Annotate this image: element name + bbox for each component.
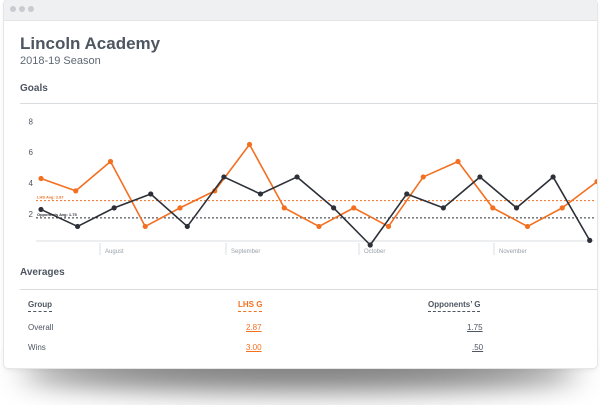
lhs-series-line <box>40 143 597 228</box>
column-header-group[interactable]: Group <box>28 300 52 312</box>
y-tick-label: 8 <box>29 117 34 126</box>
goals-section-title: Goals <box>20 83 48 94</box>
x-tick-label: September <box>231 249 260 255</box>
lhs-data-point <box>73 188 79 194</box>
average-label: LHS Avg: 2.87 <box>37 195 64 200</box>
opponents-series-line <box>40 176 591 246</box>
opponents-data-point <box>221 174 227 180</box>
opponents-data-point <box>440 205 446 211</box>
opponents-data-point <box>513 205 520 211</box>
lhs-data-point <box>420 174 426 180</box>
window-dot-maximize[interactable] <box>28 6 34 12</box>
column-header-opponents-goals[interactable]: Opponents’ G <box>428 300 481 312</box>
lhs-data-point <box>559 205 565 211</box>
lhs-data-point <box>316 223 322 230</box>
lhs-data-point <box>490 205 496 211</box>
wins-lhs-goals-link[interactable]: 3.00 <box>246 343 262 352</box>
row-label-wins: Wins <box>28 343 46 352</box>
row-label-overall: Overall <box>28 323 54 332</box>
lhs-data-point <box>142 223 148 230</box>
window-dot-minimize[interactable] <box>19 6 25 12</box>
opponents-data-point <box>111 205 117 211</box>
lhs-data-point <box>385 223 392 230</box>
window-dot-close[interactable] <box>10 6 16 12</box>
page-title: Lincoln Academy <box>20 34 161 53</box>
opponents-data-point <box>550 174 556 180</box>
title-bar <box>4 0 597 21</box>
opponents-data-point <box>367 242 373 248</box>
y-tick-label: 6 <box>29 148 34 157</box>
goals-divider <box>20 103 597 104</box>
opponents-data-point <box>148 191 154 197</box>
opponents-data-point <box>587 237 593 243</box>
x-tick-label: November <box>499 249 527 255</box>
opponents-data-point <box>184 223 190 230</box>
y-tick-label: 2 <box>29 210 34 219</box>
app-window: Lincoln Academy 2018-19 Season Goals 2 4 6… <box>4 0 597 368</box>
lhs-data-point <box>177 205 183 211</box>
lhs-data-point <box>455 158 461 165</box>
overall-lhs-goals-link[interactable]: 2.87 <box>246 323 262 332</box>
opponents-data-point <box>477 174 483 180</box>
lhs-data-point <box>524 223 531 230</box>
opponents-data-point <box>294 174 300 180</box>
opponents-data-point <box>38 206 44 213</box>
lhs-data-point <box>281 205 287 211</box>
lhs-data-point <box>38 175 44 182</box>
column-header-lhs-goals[interactable]: LHS G <box>238 300 263 312</box>
goals-chart: 2 4 6 8 August September October November LHS Av… <box>29 117 597 255</box>
averages-divider <box>20 289 597 290</box>
y-tick-label: 4 <box>29 179 34 188</box>
season-subtitle: 2018-19 Season <box>20 55 101 67</box>
average-label: Opponents Avg: 1.75 <box>37 212 77 217</box>
x-tick-label: October <box>364 249 385 255</box>
lhs-data-point <box>246 141 253 148</box>
opponents-data-point <box>331 205 337 211</box>
x-tick-label: August <box>105 249 124 255</box>
overall-opponents-goals-link[interactable]: 1.75 <box>467 323 483 332</box>
wins-opponents-goals-link[interactable]: .50 <box>472 343 484 352</box>
opponents-data-point <box>257 191 264 197</box>
opponents-data-point <box>74 223 81 230</box>
averages-section-title: Averages <box>20 267 65 278</box>
opponents-data-point <box>404 191 410 197</box>
lhs-data-point <box>594 178 597 185</box>
lhs-data-point <box>107 158 114 165</box>
lhs-data-point <box>351 205 357 211</box>
